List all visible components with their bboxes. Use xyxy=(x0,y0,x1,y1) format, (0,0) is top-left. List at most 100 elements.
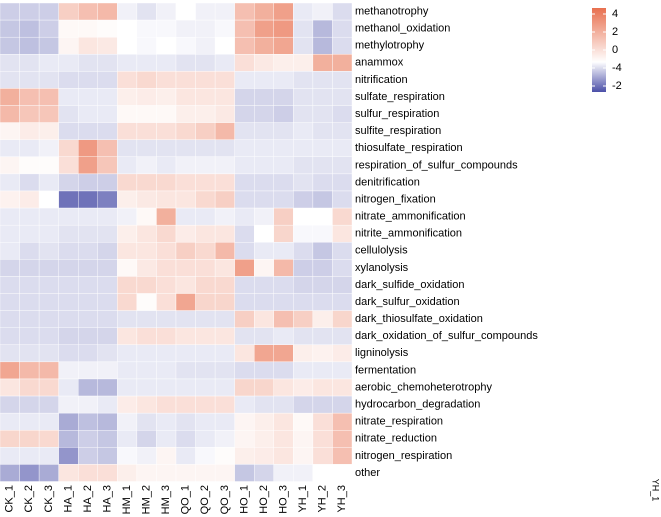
heat-cell xyxy=(273,293,294,311)
heat-cell xyxy=(136,36,157,55)
heat-cell xyxy=(273,447,294,465)
heat-cell xyxy=(58,447,79,465)
heat-cell xyxy=(234,2,255,21)
heat-cell xyxy=(332,259,353,277)
heat-cell xyxy=(234,224,255,243)
row-label: nitrogen_fixation xyxy=(355,193,436,205)
heat-cell xyxy=(332,139,353,158)
heat-cell xyxy=(273,378,294,397)
row-label: methylotrophy xyxy=(355,40,425,52)
heat-cell xyxy=(273,344,294,363)
heat-cell xyxy=(78,190,98,209)
heat-cell xyxy=(0,276,20,294)
heat-cell xyxy=(156,276,177,294)
heat-cell xyxy=(234,105,255,123)
heat-cell xyxy=(156,395,177,414)
heat-cell xyxy=(38,88,59,106)
row-label: methanol_oxidation xyxy=(355,23,450,35)
heat-cell xyxy=(234,430,255,448)
heat-cell xyxy=(234,190,255,209)
heat-cell xyxy=(175,310,196,328)
heat-cell xyxy=(156,88,177,106)
heat-cell xyxy=(332,105,353,123)
heat-cell xyxy=(293,276,314,294)
heat-cell xyxy=(254,447,274,465)
heat-cell xyxy=(214,224,235,243)
row-label: fermentation xyxy=(355,364,416,376)
heat-cell xyxy=(97,105,118,123)
heat-cell xyxy=(0,447,20,465)
heat-cell xyxy=(254,378,274,397)
heat-cell xyxy=(156,224,177,243)
heat-cell xyxy=(78,105,98,123)
heat-cell xyxy=(254,344,274,363)
heat-cell xyxy=(234,156,255,175)
heat-cell xyxy=(273,327,294,345)
heat-cell xyxy=(214,122,235,140)
heat-cell xyxy=(117,2,138,21)
row-label: nitrification xyxy=(355,74,408,86)
heat-cell xyxy=(312,224,333,243)
heat-cell xyxy=(19,242,40,260)
heat-cell xyxy=(117,105,138,123)
heat-cell xyxy=(332,19,353,38)
heat-cell xyxy=(38,378,59,397)
heat-cell xyxy=(0,139,20,158)
heat-cell xyxy=(195,36,216,55)
heat-cell xyxy=(117,344,138,363)
heat-cell xyxy=(214,36,235,55)
heat-cell xyxy=(175,430,196,448)
heat-cell xyxy=(254,88,274,106)
heat-cell xyxy=(58,19,79,38)
heat-cell xyxy=(156,190,177,209)
heat-cell xyxy=(38,344,59,363)
heat-cell xyxy=(214,54,235,72)
heat-cell xyxy=(234,293,255,311)
heat-cell xyxy=(175,19,196,38)
row-label: denitrification xyxy=(355,176,420,188)
heat-cell xyxy=(136,122,157,140)
heat-cell xyxy=(214,207,235,226)
row-label: nitrate_respiration xyxy=(355,416,443,428)
heat-cell xyxy=(78,310,98,328)
column-label: YH_1 xyxy=(297,485,309,513)
heat-cell xyxy=(214,19,235,38)
heat-cell xyxy=(332,378,353,397)
heat-cell xyxy=(195,344,216,363)
heat-cell xyxy=(0,412,20,431)
heat-cell xyxy=(293,259,314,277)
heat-cell xyxy=(254,293,274,311)
heat-cell xyxy=(19,19,40,38)
heat-cell xyxy=(214,71,235,89)
heat-cell xyxy=(97,190,118,209)
heat-cell xyxy=(175,224,196,243)
heat-cell xyxy=(78,344,98,363)
heat-cell xyxy=(97,276,118,294)
heat-cell xyxy=(117,54,138,72)
heat-cell xyxy=(117,293,138,311)
column-label: HO_2 xyxy=(258,485,270,514)
heat-cell xyxy=(38,242,59,260)
heat-cell xyxy=(117,207,138,226)
heat-cell xyxy=(332,344,353,363)
row-label: cellulolysis xyxy=(355,245,408,257)
heat-cell xyxy=(136,412,157,431)
heat-cell xyxy=(293,242,314,260)
heat-cell xyxy=(78,71,98,89)
heat-cell xyxy=(38,54,59,72)
heat-cell xyxy=(214,412,235,431)
heat-cell xyxy=(234,173,255,192)
heat-cell xyxy=(97,259,118,277)
heat-cell xyxy=(214,276,235,294)
heat-cell xyxy=(195,412,216,431)
heat-cell xyxy=(195,447,216,465)
heat-cell xyxy=(156,242,177,260)
heat-cell xyxy=(332,412,353,431)
heat-cell xyxy=(38,207,59,226)
row-label: ligninolysis xyxy=(355,347,409,359)
heat-cell xyxy=(0,88,20,106)
heat-cell xyxy=(0,190,20,209)
heat-cell xyxy=(0,224,20,243)
heat-cell xyxy=(312,395,333,414)
